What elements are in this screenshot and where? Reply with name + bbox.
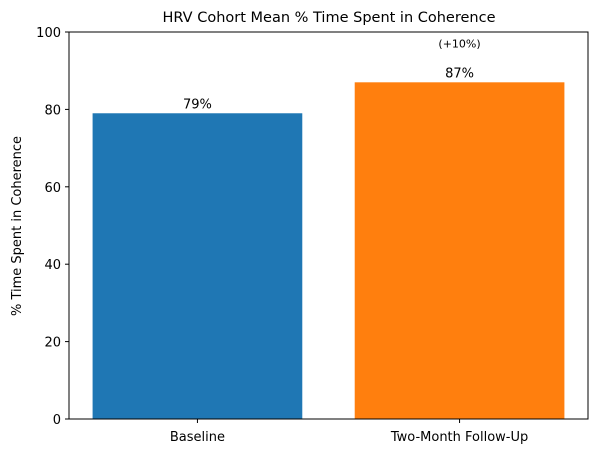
chart-title: HRV Cohort Mean % Time Spent in Coherenc… (162, 10, 495, 26)
y-tick-label-60: 60 (44, 181, 61, 196)
y-axis-label: % Time Spent in Coherence (10, 136, 25, 316)
x-tick-label-two-month-follow-up: Two-Month Follow-Up (390, 430, 528, 445)
bar-baseline (92, 113, 303, 420)
y-tick-label-0: 0 (53, 413, 61, 428)
y-tick-label-20: 20 (44, 336, 61, 351)
bars-layer (92, 82, 565, 420)
value-labels-layer: 79% 87% (+10%) (183, 38, 481, 113)
bar-two-month-follow-up (354, 82, 565, 419)
y-tick-label-40: 40 (44, 258, 61, 273)
ticks-layer: Baseline Two-Month Follow-Up 0 20 40 60 80 100 (36, 26, 528, 445)
plot-frame (68, 31, 589, 420)
x-tick-label-baseline: Baseline (170, 430, 225, 445)
value-label-baseline: 79% (183, 97, 212, 112)
y-tick-label-100: 100 (36, 26, 61, 41)
y-tick-label-80: 80 (44, 103, 61, 118)
annotation-two-month-follow-up: (+10%) (438, 38, 480, 51)
value-label-two-month-follow-up: 87% (445, 66, 474, 81)
